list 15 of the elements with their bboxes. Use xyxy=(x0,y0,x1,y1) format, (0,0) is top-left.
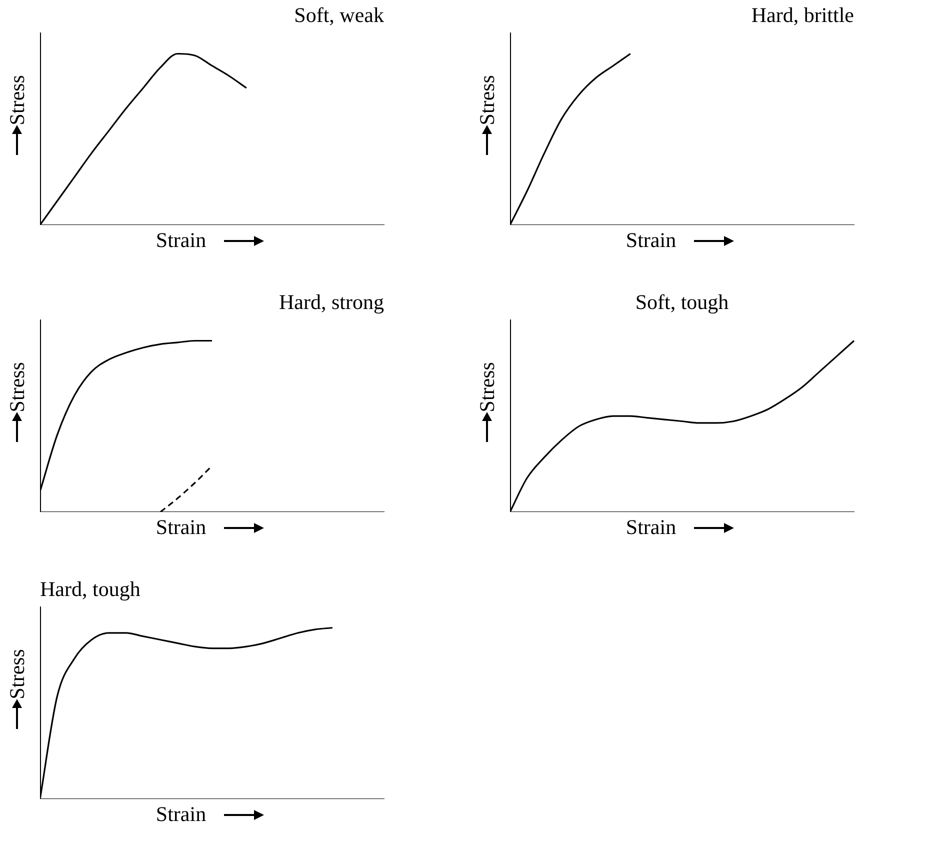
x-axis-title: Strain xyxy=(626,228,676,253)
chart-title: Soft, weak xyxy=(294,3,384,28)
x-axis-title: Strain xyxy=(156,228,206,253)
chart-title: Soft, tough xyxy=(635,290,730,314)
chart-title: Hard, brittle xyxy=(751,3,854,28)
y-axis-title: Stress xyxy=(474,362,500,412)
x-axis-title: Strain xyxy=(626,515,676,540)
x-axis-title: Strain xyxy=(156,802,206,827)
y-axis-title: Stress xyxy=(474,74,500,126)
y-axis-title: Stress xyxy=(4,74,30,126)
y-axis-title: Stress xyxy=(4,362,30,412)
chart-title: Hard, tough xyxy=(40,577,141,602)
y-axis-title: Stress xyxy=(4,648,30,700)
x-axis-title: Strain xyxy=(156,515,206,540)
chart-title: Hard, strong xyxy=(279,290,384,314)
